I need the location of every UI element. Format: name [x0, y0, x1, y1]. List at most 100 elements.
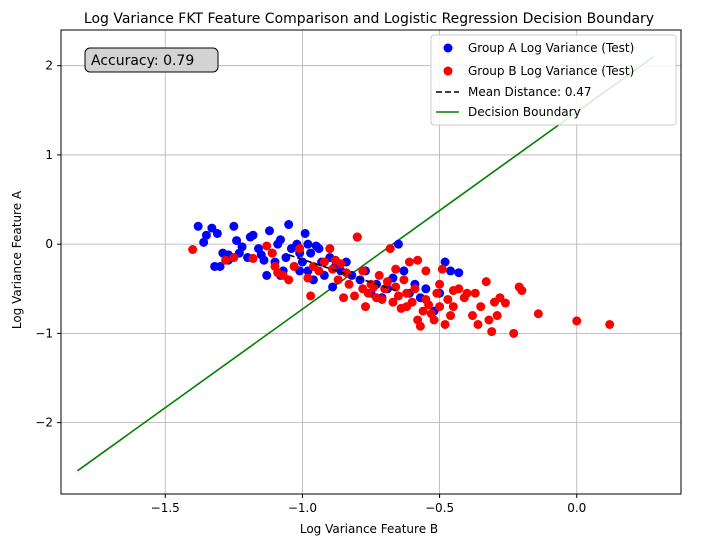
group-b-point — [267, 248, 277, 258]
accuracy-box — [84, 47, 219, 73]
y-tick-label: 0 — [45, 237, 53, 251]
group-b-point — [385, 244, 395, 254]
legend-label: Group A Log Variance (Test) — [468, 41, 634, 55]
group-a-point — [193, 221, 203, 231]
group-b-point — [391, 264, 401, 274]
group-b-point — [221, 255, 231, 265]
group-a-point — [264, 226, 274, 236]
mean-distance-line — [288, 254, 396, 292]
group-a-point — [446, 266, 456, 276]
group-b-point — [437, 264, 447, 274]
group-b-point — [339, 293, 349, 303]
y-tick-label: −1 — [35, 326, 53, 340]
y-axis-label: Log Variance Feature A — [10, 190, 24, 329]
group-b-point — [468, 311, 478, 321]
group-b-point — [361, 302, 371, 312]
group-b-point — [382, 277, 392, 287]
plot-area — [76, 56, 655, 472]
group-b-point — [410, 284, 420, 294]
group-a-point — [399, 266, 409, 276]
group-b-point — [446, 311, 456, 321]
x-tick-label: −1.0 — [288, 501, 317, 515]
group-b-point — [435, 279, 445, 289]
legend: Group A Log Variance (Test) Group B Log V… — [430, 34, 677, 126]
group-b-point — [435, 302, 445, 312]
group-b-point — [402, 302, 412, 312]
group-b-point — [295, 244, 305, 254]
group-b-point — [572, 316, 582, 326]
group-b-point — [473, 319, 483, 329]
x-tick-label: 0.0 — [567, 501, 586, 515]
group-b-point — [448, 286, 458, 296]
group-b-point — [388, 297, 398, 307]
group-a-point — [212, 228, 222, 238]
group-b-point — [500, 298, 510, 308]
group-b-point — [432, 288, 442, 298]
group-b-point — [399, 275, 409, 285]
group-b-point — [319, 257, 329, 267]
group-b-point — [418, 306, 428, 316]
group-a-point — [281, 253, 291, 263]
group-a-point — [215, 261, 225, 271]
y-tick-label: 2 — [45, 59, 53, 73]
group-b-point — [363, 288, 373, 298]
group-b-point — [459, 293, 469, 303]
group-b-point — [470, 288, 480, 298]
group-b-point — [413, 255, 423, 265]
group-b-point — [509, 328, 519, 338]
group-b-point — [229, 253, 239, 263]
group-a-point — [393, 239, 403, 249]
group-b-point — [421, 294, 431, 304]
group-b-point — [325, 244, 335, 254]
legend-label: Group B Log Variance (Test) — [468, 64, 634, 78]
group-a-point — [421, 284, 431, 294]
group-a-point — [284, 220, 294, 230]
group-a-point — [314, 244, 324, 254]
legend-label: Mean Distance: 0.47 — [468, 85, 592, 99]
chart-title: Log Variance FKT Feature Comparison and … — [84, 11, 654, 27]
group-b-point — [344, 279, 354, 289]
group-b-point — [336, 259, 346, 269]
legend-marker — [443, 66, 453, 76]
y-tick-label: 1 — [45, 148, 53, 162]
group-b-point — [262, 241, 272, 251]
group-a-point — [306, 248, 316, 258]
group-a-point — [248, 230, 258, 240]
group-b-point — [350, 291, 360, 301]
group-a-point — [237, 242, 247, 252]
group-a-point — [232, 236, 242, 246]
group-b-point — [476, 302, 486, 312]
group-a-point — [199, 237, 209, 247]
legend-label: Decision Boundary — [468, 105, 581, 119]
group-b-point — [492, 311, 502, 321]
y-axis: −2 −1 0 1 2 — [35, 59, 61, 430]
x-axis-label: Log Variance Feature B — [300, 522, 438, 536]
group-b-point — [393, 291, 403, 301]
group-b-point — [303, 273, 313, 283]
y-tick-label: −2 — [35, 416, 53, 430]
group-a-point — [328, 282, 338, 292]
group-b-point — [487, 327, 497, 337]
group-a-point — [300, 228, 310, 238]
group-b-point — [404, 257, 414, 267]
group-a-point — [303, 239, 313, 249]
group-b-point — [605, 319, 615, 329]
group-b-point — [429, 315, 439, 325]
group-a-point — [297, 257, 307, 267]
group-b-point — [533, 309, 543, 319]
group-b-point — [352, 232, 362, 242]
decision-boundary-line — [76, 56, 655, 472]
legend-marker — [443, 43, 453, 53]
group-b-point — [481, 277, 491, 287]
group-b-point — [306, 291, 316, 301]
group-b-point — [440, 319, 450, 329]
group-b-point — [188, 245, 198, 255]
x-tick-label: −0.5 — [425, 501, 454, 515]
group-a-point — [454, 268, 464, 278]
group-b-point — [415, 321, 425, 331]
legend-box — [430, 34, 677, 126]
x-axis: −1.5 −1.0 −0.5 0.0 — [151, 494, 586, 515]
group-b-point — [333, 275, 343, 285]
group-b-point — [248, 253, 258, 263]
